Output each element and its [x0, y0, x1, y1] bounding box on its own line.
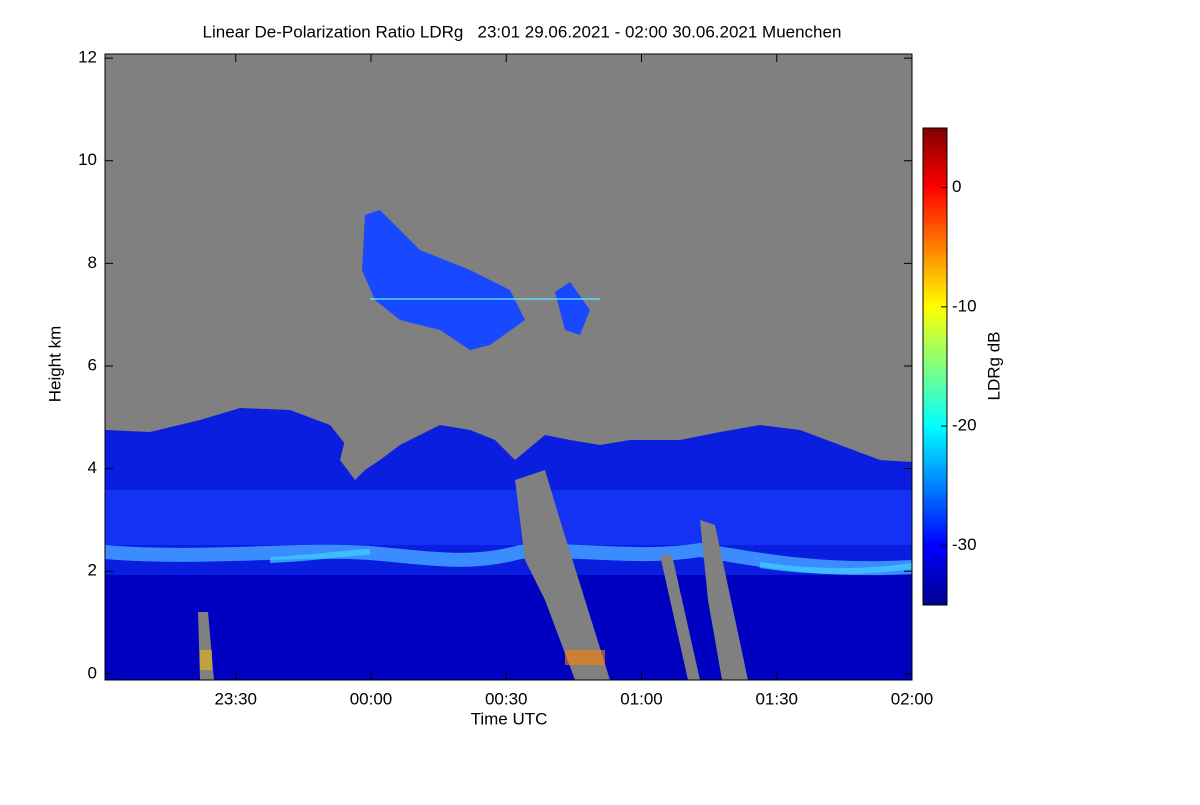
colorbar-tick-label: -30	[952, 535, 977, 554]
y-tick-label: 4	[88, 458, 97, 477]
x-axis-label: Time UTC	[471, 709, 548, 728]
x-tick-label: 00:00	[350, 689, 393, 708]
x-tick-label: 00:30	[485, 689, 528, 708]
y-tick-label: 0	[88, 663, 97, 682]
colorbar-tick-label: -10	[952, 296, 977, 315]
x-tick-label: 01:00	[620, 689, 663, 708]
x-tick-label: 02:00	[891, 689, 934, 708]
chart-title: Linear De-Polarization Ratio LDRg 23:01 …	[203, 22, 842, 41]
colorbar-label: LDRg dB	[984, 332, 1003, 401]
heatmap	[105, 54, 912, 680]
y-axis-label: Height km	[45, 326, 64, 403]
y-tick-label: 12	[78, 48, 97, 67]
y-tick-label: 2	[88, 561, 97, 580]
colorbar-tick-label: -20	[952, 416, 977, 435]
y-tick-label: 10	[78, 150, 97, 169]
x-tick-label: 23:30	[214, 689, 257, 708]
y-tick-label: 8	[88, 253, 97, 272]
plot-frame	[104, 53, 913, 681]
y-tick-label: 6	[88, 355, 97, 374]
colorbar-tick-label: 0	[952, 177, 961, 196]
colorbar	[922, 127, 948, 606]
x-tick-label: 01:30	[755, 689, 798, 708]
